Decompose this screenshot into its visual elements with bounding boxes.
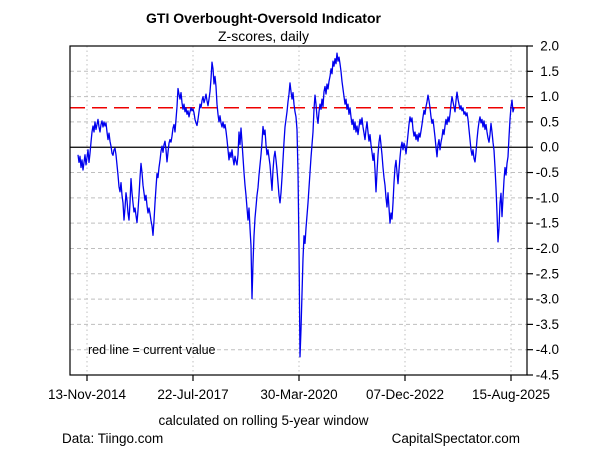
- y-axis-tick-label: 0.0: [540, 140, 559, 155]
- site-credit: CapitalSpectator.com: [391, 431, 520, 446]
- y-axis-tick-label: -4.5: [536, 368, 559, 383]
- y-axis-tick-label: 0.5: [540, 114, 559, 129]
- ref-line-annotation: red line = current value: [88, 343, 216, 357]
- y-axis-tick-label: -3.5: [536, 317, 559, 332]
- y-axis-tick-label: -2.0: [536, 241, 559, 256]
- y-axis-tick-label: 1.0: [540, 89, 559, 104]
- y-axis-tick-label: -2.5: [536, 266, 559, 281]
- y-axis-tick-label: -3.0: [536, 292, 559, 307]
- y-axis-tick-label: -0.5: [536, 165, 559, 180]
- y-axis-tick-label: 1.5: [540, 64, 559, 79]
- y-axis-tick-label: -1.0: [536, 190, 559, 205]
- y-axis-tick-label: -1.5: [536, 216, 559, 231]
- data-source-credit: Data: Tiingo.com: [62, 431, 164, 446]
- chart-caption: calculated on rolling 5-year window: [158, 413, 369, 428]
- chart-title: GTI Overbought-Oversold Indicator: [146, 10, 381, 26]
- chart-subtitle: Z-scores, daily: [217, 28, 310, 44]
- x-axis-tick-label: 30-Mar-2020: [260, 387, 337, 402]
- x-axis-tick-label: 13-Nov-2014: [48, 387, 127, 402]
- x-axis-tick-label: 22-Jul-2017: [157, 387, 228, 402]
- x-axis-tick-label: 07-Dec-2022: [366, 387, 444, 402]
- x-axis-tick-label: 15-Aug-2025: [472, 387, 550, 402]
- zscore-series-line: [77, 52, 515, 358]
- y-axis-tick-label: -4.0: [536, 342, 559, 357]
- y-axis-tick-label: 2.0: [540, 39, 559, 54]
